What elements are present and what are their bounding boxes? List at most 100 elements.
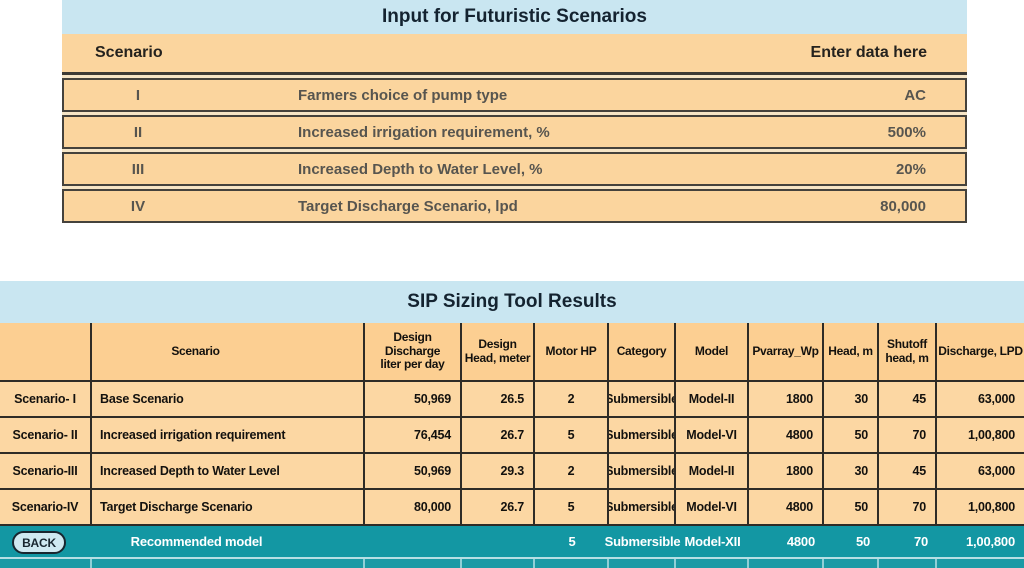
- cell-design-discharge: 50,969: [365, 454, 462, 488]
- col-header-scenario: Scenario: [92, 323, 365, 380]
- cell-scenario-name: Base Scenario: [92, 382, 365, 416]
- cell-model: Model-II: [676, 454, 749, 488]
- col-header-category: Category: [609, 323, 676, 380]
- recommended-category: Submersible: [604, 534, 681, 549]
- col-header-model: Model: [676, 323, 749, 380]
- recommended-pvarray-wp: 4800: [786, 534, 815, 549]
- input-row-1-label: Farmers choice of pump type: [298, 86, 508, 104]
- grid-line: [363, 559, 365, 568]
- col-header-shutoff-head: Shutoff head, m: [879, 323, 937, 380]
- grid-line: [460, 559, 462, 568]
- cell-category: Submersible: [609, 382, 676, 416]
- cell-discharge-lpd: 63,000: [977, 464, 1015, 478]
- cell-pvarray-wp: 4800: [749, 490, 824, 524]
- results-table-header: Scenario Design Discharge liter per day …: [0, 323, 1024, 382]
- cell-design-head: 29.3: [462, 454, 535, 488]
- cell-design-head: 26.5: [462, 382, 535, 416]
- results-table-title: SIP Sizing Tool Results: [0, 281, 1024, 323]
- input-row-4-label: Target Discharge Scenario, lpd: [298, 197, 518, 215]
- cell-discharge-lpd: 63,000: [977, 392, 1015, 406]
- col-header-pvarray-wp: Pvarray_Wp: [749, 323, 824, 380]
- cell-design-discharge: 50,969: [365, 382, 462, 416]
- cell-shutoff-head: 70: [879, 490, 937, 524]
- col-header-head-m: Head, m: [824, 323, 879, 380]
- cell-category: Submersible: [609, 490, 676, 524]
- grid-line: [935, 559, 937, 568]
- grid-line: [607, 559, 609, 568]
- cell-head-m: 50: [824, 418, 879, 452]
- grid-line: [822, 559, 824, 568]
- recommended-shutoff-head: 70: [913, 534, 928, 549]
- cell-discharge-lpd: 1,00,800: [967, 428, 1015, 442]
- cell-shutoff-head: 45: [879, 382, 937, 416]
- input-row-2-value[interactable]: 500%: [887, 123, 926, 141]
- col-header-design-discharge: Design Discharge liter per day: [365, 323, 462, 380]
- recommended-label: Recommended model: [130, 534, 263, 549]
- back-button[interactable]: BACK: [12, 531, 66, 554]
- cell-design-discharge: 76,454: [365, 418, 462, 452]
- input-header-scenario: Scenario: [95, 44, 163, 61]
- recommended-head-m: 50: [855, 534, 870, 549]
- cell-model: Model-VI: [676, 418, 749, 452]
- cell-head-m: 30: [824, 454, 879, 488]
- input-row-4-id: IV: [130, 197, 146, 215]
- input-table-title: Input for Futuristic Scenarios: [62, 0, 967, 34]
- input-row-3-value[interactable]: 20%: [895, 160, 926, 178]
- recommended-model-row: BACK Recommended model 5 Submersible Mod…: [0, 526, 1024, 557]
- cell-shutoff-head: 45: [879, 454, 937, 488]
- cell-scenario-id: Scenario- II: [0, 418, 92, 452]
- cell-scenario-id: Scenario-IV: [0, 490, 92, 524]
- input-row-1: I Farmers choice of pump type AC: [62, 78, 967, 112]
- input-scenarios-table: Input for Futuristic Scenarios Scenario …: [62, 0, 967, 223]
- next-row-strip: [0, 557, 1024, 568]
- cell-design-discharge: 80,000: [365, 490, 462, 524]
- cell-scenario-name: Target Discharge Scenario: [92, 490, 365, 524]
- cell-motor-hp: 5: [535, 490, 609, 524]
- input-row-2-label: Increased irrigation requirement, %: [298, 123, 550, 141]
- grid-line: [90, 559, 92, 568]
- cell-category: Submersible: [609, 454, 676, 488]
- input-row-3: III Increased Depth to Water Level, % 20…: [62, 152, 967, 186]
- cell-design-head: 26.7: [462, 490, 535, 524]
- col-header-discharge-lpd: Discharge, LPD: [938, 343, 1023, 358]
- recommended-design-head: [462, 526, 535, 557]
- input-header-enter-data: Enter data here: [810, 44, 927, 61]
- input-row-3-id: III: [131, 160, 145, 178]
- input-table-header: Scenario Enter data here: [62, 34, 967, 75]
- cell-scenario-name: Increased irrigation requirement: [92, 418, 365, 452]
- cell-motor-hp: 2: [535, 454, 609, 488]
- cell-model: Model-VI: [676, 490, 749, 524]
- result-row-scenario-1: Scenario- I Base Scenario 50,969 26.5 2 …: [0, 382, 1024, 418]
- cell-head-m: 30: [824, 382, 879, 416]
- input-row-2-id: II: [133, 123, 143, 141]
- input-row-1-id: I: [135, 86, 141, 104]
- input-row-3-label: Increased Depth to Water Level, %: [298, 160, 543, 178]
- cell-motor-hp: 2: [535, 382, 609, 416]
- cell-pvarray-wp: 4800: [749, 418, 824, 452]
- cell-scenario-id: Scenario- I: [0, 382, 92, 416]
- cell-pvarray-wp: 1800: [749, 382, 824, 416]
- col-header-blank: [0, 323, 92, 380]
- cell-motor-hp: 5: [535, 418, 609, 452]
- grid-line: [877, 559, 879, 568]
- cell-category: Submersible: [609, 418, 676, 452]
- input-row-1-value[interactable]: AC: [904, 86, 926, 104]
- cell-scenario-name: Increased Depth to Water Level: [92, 454, 365, 488]
- cell-discharge-lpd: 1,00,800: [967, 500, 1015, 514]
- grid-line: [674, 559, 676, 568]
- cell-head-m: 50: [824, 490, 879, 524]
- results-table: SIP Sizing Tool Results Scenario Design …: [0, 281, 1024, 568]
- input-row-4: IV Target Discharge Scenario, lpd 80,000: [62, 189, 967, 223]
- recommended-discharge-lpd: 1,00,800: [965, 534, 1015, 549]
- input-row-4-value[interactable]: 80,000: [880, 197, 926, 215]
- col-header-design-head: Design Head, meter: [462, 323, 535, 380]
- result-row-scenario-3: Scenario-III Increased Depth to Water Le…: [0, 454, 1024, 490]
- recommended-design-discharge: [365, 526, 462, 557]
- cell-design-head: 26.7: [462, 418, 535, 452]
- result-row-scenario-2: Scenario- II Increased irrigation requir…: [0, 418, 1024, 454]
- grid-line: [747, 559, 749, 568]
- cell-model: Model-II: [676, 382, 749, 416]
- col-header-motor-hp: Motor HP: [535, 323, 609, 380]
- grid-line: [533, 559, 535, 568]
